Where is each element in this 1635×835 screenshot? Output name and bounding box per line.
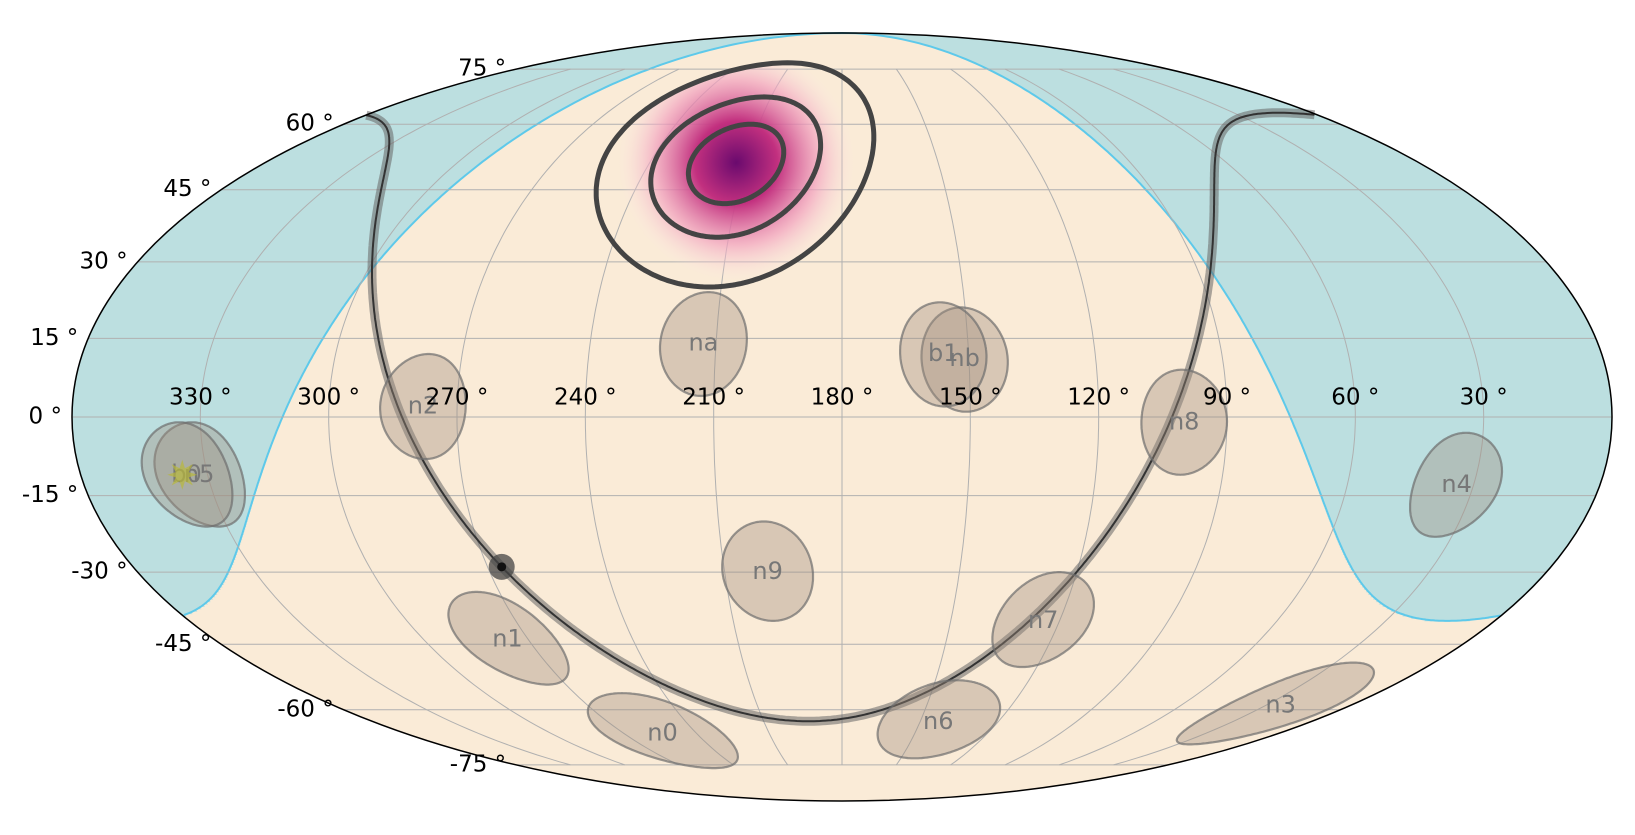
sun [167, 459, 198, 490]
detector-label: n8 [1169, 407, 1199, 435]
grid-line [1113, 68, 1485, 766]
detector-label: b1 [928, 339, 959, 367]
detector-pointing [1175, 661, 1376, 746]
detector-pointing [920, 306, 1009, 413]
credible-contour [685, 121, 787, 207]
detector-pointing [899, 301, 988, 408]
y-tick-label: -15 ° [22, 482, 78, 508]
x-tick-label: 90 ° [1203, 385, 1251, 411]
y-tick-label: -60 ° [277, 696, 333, 722]
x-tick-label: 150 ° [939, 385, 1002, 411]
x-tick-label: 180 ° [811, 385, 874, 411]
x-tick-label: 30 ° [1460, 385, 1508, 411]
detector-pointing [721, 520, 815, 622]
grid-line [895, 68, 971, 766]
x-tick-label: 330 ° [169, 385, 232, 411]
detector-pointing [379, 352, 467, 461]
y-tick-label: -75 ° [450, 751, 506, 777]
detector-label: n2 [408, 391, 438, 419]
detector-label: n7 [1028, 606, 1058, 634]
detector-label: n6 [923, 707, 953, 735]
galactic-plane [366, 111, 1315, 723]
y-tick-label: 45 ° [163, 176, 211, 202]
detector-pointing [658, 291, 748, 398]
detector-pointing [876, 679, 1002, 760]
y-tick-label: -45 ° [155, 631, 211, 657]
detector-label: n9 [752, 557, 782, 585]
x-tick-label: 60 ° [1331, 385, 1379, 411]
y-tick-label: -30 ° [71, 559, 127, 585]
grid-line [1059, 68, 1356, 766]
x-tick-label: 210 ° [682, 385, 745, 411]
grid-line [950, 68, 1100, 766]
detector-pointing [586, 691, 739, 770]
detector-label: n1 [492, 625, 522, 653]
y-tick-label: 60 ° [286, 111, 334, 137]
grid-line [456, 68, 680, 766]
grid-line [199, 68, 571, 766]
detector-label: n0 [647, 718, 677, 746]
detector-pointing [991, 571, 1095, 669]
x-tick-label: 120 ° [1067, 385, 1130, 411]
y-tick-label: 30 ° [80, 248, 128, 274]
grid-line [328, 68, 625, 766]
detector-label: na [688, 329, 718, 357]
sky-outline [71, 32, 1613, 802]
detector-label: nb [949, 344, 979, 372]
y-tick-label: 75 ° [458, 56, 506, 82]
detector-label: n4 [1441, 470, 1471, 498]
detector-pointing [447, 590, 570, 686]
y-tick-label: 0 ° [29, 404, 62, 430]
galactic-center [497, 562, 507, 572]
detector-pointing [1140, 368, 1229, 476]
credible-contour [648, 94, 824, 240]
x-tick-label: 270 ° [426, 385, 489, 411]
x-tick-label: 300 ° [297, 385, 360, 411]
detector-pointing [153, 421, 246, 528]
earth-edge [183, 32, 1501, 622]
localization-probability [596, 62, 874, 287]
x-tick-label: 240 ° [554, 385, 617, 411]
y-tick-label: 15 ° [30, 325, 78, 351]
detector-pointing [1409, 431, 1504, 538]
credible-contour [593, 60, 877, 290]
detector-label: n3 [1265, 691, 1295, 719]
